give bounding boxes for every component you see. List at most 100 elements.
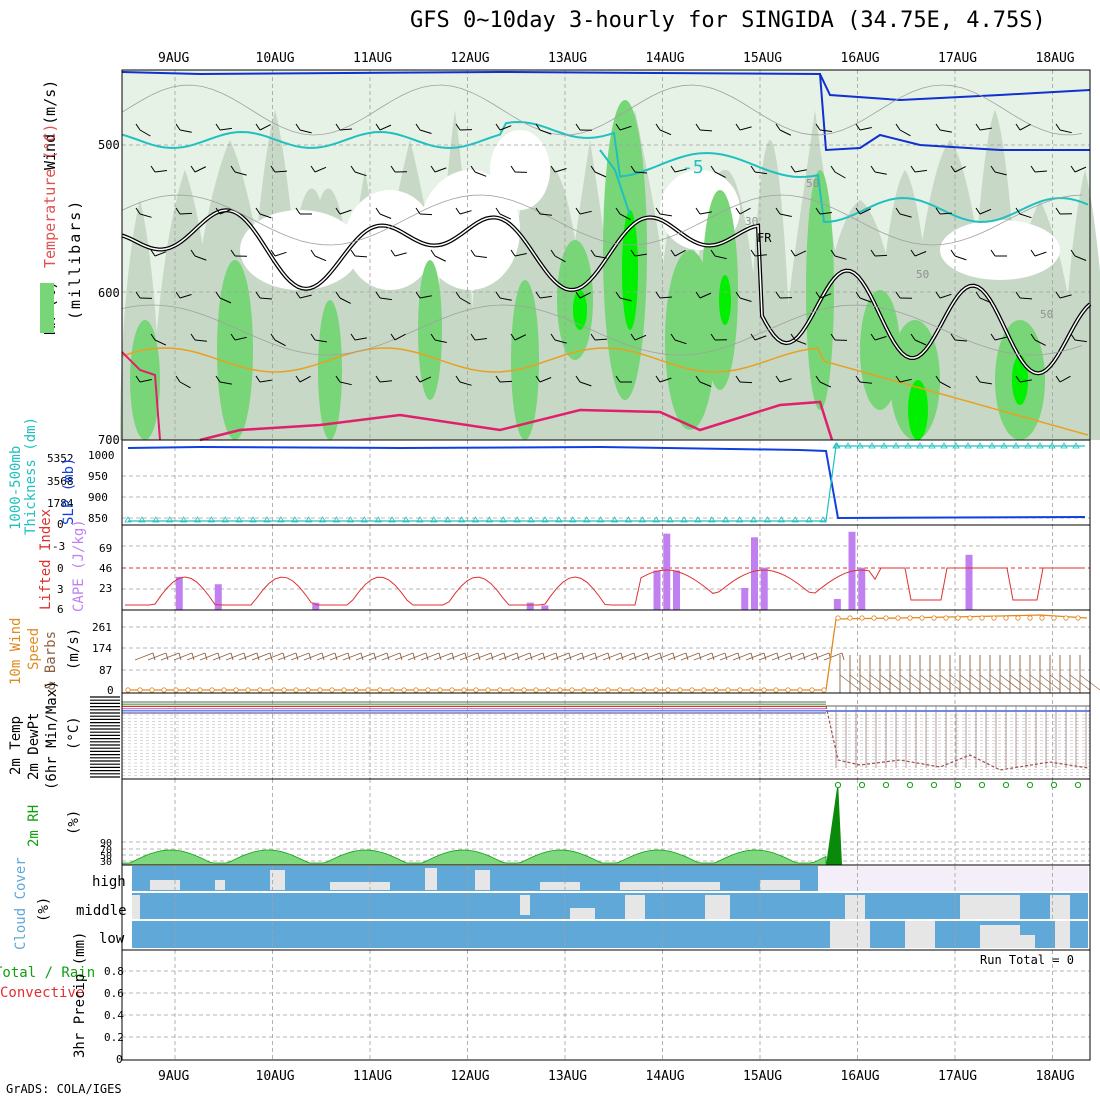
upper-wind-barb (979, 208, 992, 215)
upper-wind-barb-flag (375, 123, 381, 131)
ylabel-2mtemp: 2m Temp (8, 716, 24, 775)
wind-barb-10m-flag (295, 652, 299, 661)
upper-wind-barb (499, 125, 512, 131)
upper-wind-barb (739, 207, 751, 215)
ylabel-2mrh: 2m RH (26, 805, 42, 847)
wind-speed-marker (197, 687, 203, 693)
upper-wind-barb-flag (215, 123, 221, 131)
upper-wind-barb-flag (950, 165, 956, 173)
upper-wind-barb-flag (815, 375, 821, 383)
cloud-gap (520, 895, 530, 915)
wind-barb-10m-flag (503, 652, 507, 661)
wind-barb-10m (745, 652, 765, 661)
wind-barb-10m-flag (776, 652, 780, 661)
upper-wind-barb-flag (855, 207, 861, 215)
wind-speed-marker (797, 687, 803, 693)
wind-barb-10m-flag (334, 652, 338, 661)
contour-label-fr: FR (757, 231, 772, 245)
wind-barb-10m-flag (191, 652, 195, 661)
slp-tick-1000: 1000 (88, 449, 115, 462)
upper-wind-barb-flag (735, 207, 741, 215)
wind-barb-10m-flag (750, 652, 754, 661)
upper-wind-barb-flag (495, 375, 501, 383)
wind-speed-marker (629, 687, 635, 693)
upper-wind-barb (699, 129, 713, 132)
upper-wind-barb (754, 171, 767, 175)
upper-wind-barb-flag (390, 249, 396, 257)
upper-wind-barb-flag (815, 123, 821, 131)
wind-barb-10m (563, 652, 583, 661)
upper-wind-barb-flag (455, 207, 461, 215)
thickness-marker (165, 516, 174, 523)
cloud-gap (620, 882, 720, 890)
upper-wind-barb (179, 212, 193, 215)
rh-saturated-region (573, 290, 587, 330)
upper-wind-barb-flag (550, 249, 556, 257)
upper-wind-barb-flag (710, 333, 716, 341)
top-date-label: 13AUG (548, 51, 587, 66)
rh2m-marker (1050, 781, 1058, 789)
upper-wind-barb (699, 381, 712, 387)
rh-saturated-region (908, 380, 928, 440)
wind-barb-10m-flag (165, 652, 169, 661)
upper-wind-barb-flag (655, 207, 661, 215)
wind-barb-10m (459, 652, 479, 661)
wind-barb-10m-flag (529, 652, 533, 661)
upper-wind-barb-flag (910, 249, 916, 257)
isotherm-minus5-branch (599, 149, 631, 216)
upper-wind-barb-flag (135, 207, 141, 215)
wind-barb-10m (407, 652, 427, 661)
rh-dry-region (345, 190, 435, 290)
wind-barb-10m-flag (230, 652, 234, 661)
upper-wind-barb-flag (270, 249, 276, 257)
thickness-marker (805, 516, 813, 523)
wind-speed-marker (919, 615, 925, 621)
wind-speed-marker (931, 615, 937, 621)
contour-label-50a: 50 (806, 177, 819, 190)
upper-wind-barb-flag (790, 165, 796, 173)
wind-barb-10m (654, 652, 674, 661)
upper-wind-barb (219, 381, 232, 385)
thickness-marker (541, 516, 549, 523)
thickness-marker (430, 516, 438, 523)
upper-wind-barb (1059, 375, 1071, 383)
cloud-gap (150, 880, 180, 890)
wind-barb-10m (576, 652, 596, 661)
thickness-marker (443, 516, 452, 523)
upper-wind-barb (354, 255, 368, 258)
upper-wind-barb (459, 297, 471, 305)
cape-bar (760, 567, 768, 610)
upper-wind-barb (874, 171, 887, 175)
top-date-label: 18AUG (1036, 51, 1075, 66)
thickness-marker (235, 516, 243, 523)
upper-wind-barb (659, 377, 672, 383)
wind-speed-marker (269, 687, 275, 693)
wind-barb-10m (810, 652, 830, 661)
isotherm-cold (121, 351, 161, 441)
wind-speed-marker (233, 687, 239, 693)
wind-contour-line (819, 73, 1091, 102)
upper-wind-barb (154, 251, 167, 257)
wind-barb-10m (680, 652, 700, 661)
wind-barb-10m-flag (269, 652, 273, 661)
wind-barb-10m (589, 652, 609, 661)
upper-wind-barb-flag (775, 375, 781, 383)
upper-wind-barb-flag (735, 123, 741, 131)
wind-speed-marker (665, 687, 671, 693)
upper-wind-barb (939, 129, 952, 133)
upper-wind-barb-flag (175, 123, 181, 131)
thickness-marker (193, 516, 202, 523)
thickness-marker (832, 442, 840, 449)
wind-barb-10m (368, 652, 388, 661)
upper-wind-barb-flag (230, 165, 236, 173)
upper-wind-barb (219, 127, 232, 131)
upper-wind-barb-flag (710, 249, 716, 257)
upper-wind-barb (554, 339, 567, 344)
wind-barb-10m (732, 652, 752, 661)
cloud-high-clear (818, 866, 1088, 891)
wind-barb-10m (394, 652, 414, 661)
wind-speed-10m-line (128, 614, 1088, 691)
upper-wind-barb-flag (470, 333, 476, 341)
upper-wind-barb (354, 337, 367, 341)
upper-wind-barb (979, 381, 992, 385)
